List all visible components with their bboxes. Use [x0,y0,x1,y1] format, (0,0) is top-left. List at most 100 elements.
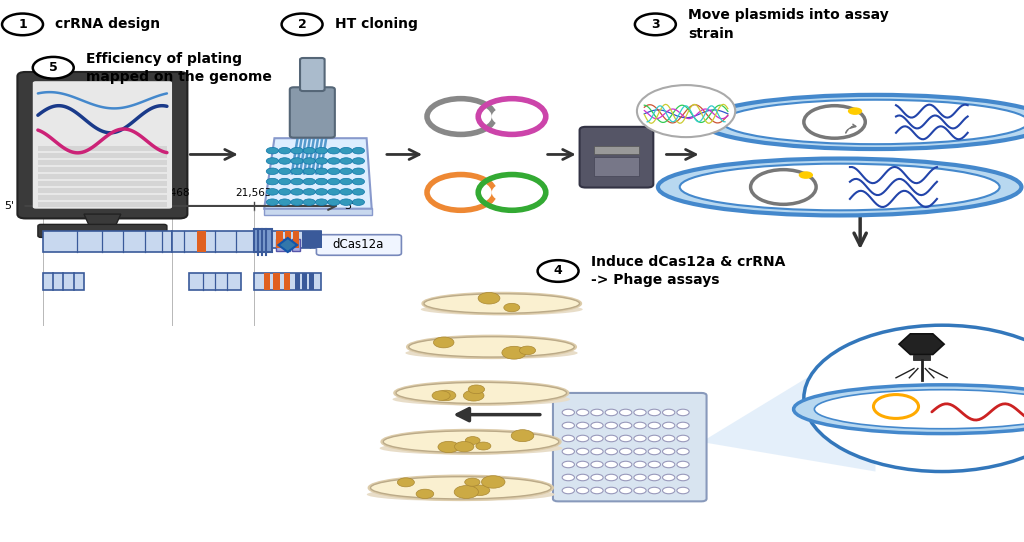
Circle shape [464,390,484,401]
FancyBboxPatch shape [17,72,187,218]
Circle shape [519,346,536,354]
Circle shape [266,178,279,185]
Polygon shape [647,101,662,146]
Circle shape [677,461,689,468]
FancyBboxPatch shape [293,231,299,248]
FancyBboxPatch shape [264,273,270,290]
Circle shape [465,437,480,444]
Circle shape [502,346,526,359]
Circle shape [303,147,315,154]
Ellipse shape [380,442,562,455]
FancyBboxPatch shape [43,273,84,290]
Ellipse shape [422,293,582,314]
Circle shape [291,147,303,154]
Ellipse shape [406,347,578,359]
Circle shape [648,474,660,481]
Ellipse shape [407,335,575,358]
FancyBboxPatch shape [302,231,321,248]
Circle shape [315,168,328,175]
Circle shape [562,474,574,481]
Circle shape [291,199,303,205]
Polygon shape [84,214,121,228]
Circle shape [266,147,279,154]
FancyBboxPatch shape [302,231,306,248]
Ellipse shape [814,390,1024,429]
FancyBboxPatch shape [553,393,707,501]
Circle shape [620,448,632,455]
Ellipse shape [392,393,570,405]
Circle shape [816,112,853,132]
Circle shape [562,487,574,494]
FancyBboxPatch shape [38,181,167,186]
Circle shape [328,199,340,205]
Circle shape [328,178,340,185]
Circle shape [663,435,675,442]
FancyBboxPatch shape [43,231,172,252]
Circle shape [291,189,303,195]
Circle shape [637,85,735,137]
Circle shape [562,409,574,416]
Circle shape [436,390,456,401]
FancyBboxPatch shape [254,273,321,290]
FancyBboxPatch shape [285,231,291,248]
Circle shape [328,189,340,195]
Circle shape [303,189,315,195]
FancyBboxPatch shape [254,229,272,252]
Circle shape [315,158,328,164]
Circle shape [648,422,660,429]
Text: 2: 2 [298,18,306,31]
Circle shape [291,178,303,185]
Circle shape [648,487,660,494]
FancyBboxPatch shape [254,231,321,248]
Text: 5': 5' [4,201,14,211]
Circle shape [504,304,520,312]
Circle shape [663,409,675,416]
Circle shape [352,158,365,164]
Circle shape [303,168,315,175]
Text: Efficiency of plating
mapped on the genome: Efficiency of plating mapped on the geno… [86,51,272,84]
Circle shape [648,448,660,455]
FancyBboxPatch shape [284,273,290,290]
Circle shape [328,168,340,175]
Circle shape [340,158,352,164]
Circle shape [677,435,689,442]
FancyBboxPatch shape [38,153,167,158]
Ellipse shape [794,385,1024,434]
Circle shape [279,168,291,175]
Circle shape [848,107,862,115]
Circle shape [291,158,303,164]
FancyBboxPatch shape [300,58,325,91]
FancyBboxPatch shape [38,195,167,200]
Circle shape [605,422,617,429]
Circle shape [634,487,646,494]
Circle shape [620,422,632,429]
Text: dCas12a: dCas12a [333,238,384,251]
FancyBboxPatch shape [273,273,280,290]
FancyBboxPatch shape [580,127,653,188]
Text: 13,468: 13,468 [154,188,190,198]
Ellipse shape [657,159,1021,215]
Circle shape [605,474,617,481]
FancyBboxPatch shape [312,231,316,248]
Circle shape [303,178,315,185]
Circle shape [397,478,415,487]
Circle shape [577,409,589,416]
Circle shape [328,158,340,164]
FancyBboxPatch shape [38,188,167,193]
Circle shape [266,189,279,195]
Circle shape [562,461,574,468]
Circle shape [634,474,646,481]
Circle shape [634,435,646,442]
Circle shape [677,474,689,481]
Text: 5: 5 [49,61,57,74]
Circle shape [476,442,490,450]
Ellipse shape [701,95,1024,149]
Text: Move plasmids into assay
strain: Move plasmids into assay strain [688,8,889,41]
Circle shape [605,435,617,442]
Circle shape [605,487,617,494]
Ellipse shape [382,430,561,454]
Text: HT cloning: HT cloning [335,17,418,31]
FancyBboxPatch shape [38,224,167,237]
FancyBboxPatch shape [264,208,372,215]
Ellipse shape [680,164,999,210]
